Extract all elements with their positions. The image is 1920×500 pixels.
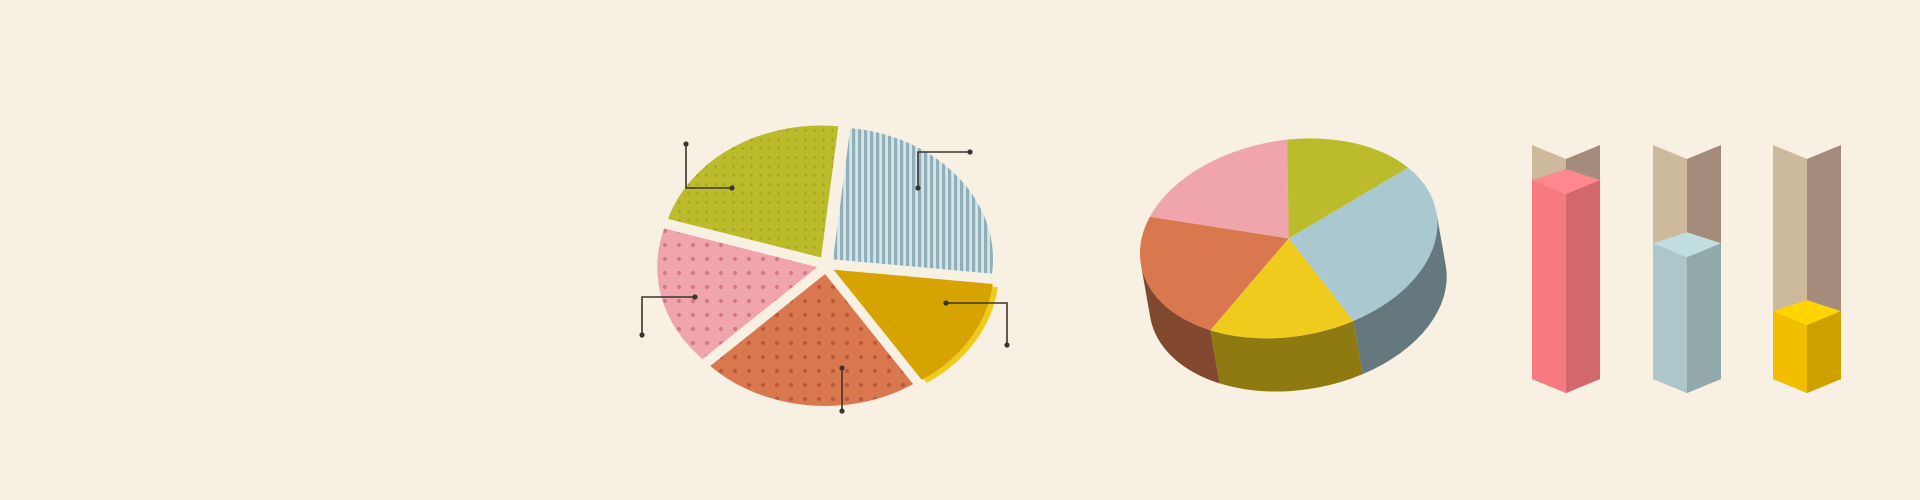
column-bar-front [1532, 180, 1566, 393]
leader-dot [943, 300, 949, 306]
leader-dot [639, 332, 645, 338]
pie-slice [1140, 216, 1289, 331]
leader-dot [915, 185, 921, 191]
leader-dot [1004, 342, 1010, 348]
pie-slice [833, 128, 994, 274]
pie-slice [1210, 238, 1354, 339]
pie-slice [657, 228, 818, 360]
pie-side [1210, 320, 1363, 392]
leader-dot [839, 408, 845, 414]
3d-pie-body [1140, 138, 1447, 392]
leader-line [917, 151, 970, 188]
pie-side [1353, 212, 1447, 375]
pie-slice [1149, 139, 1289, 239]
column-bar-top [1653, 232, 1721, 258]
3d-column-chart [1532, 145, 1841, 393]
column-bar-front [1773, 311, 1807, 393]
column-bar-side [1807, 311, 1841, 393]
leader-dot [692, 294, 698, 300]
3d-pie [1140, 138, 1447, 392]
pie-side [1140, 264, 1220, 384]
leader-line [946, 302, 1008, 345]
column-bar-top [1532, 169, 1600, 195]
leader-dot [683, 141, 689, 147]
pie-slice [668, 125, 839, 258]
leader-dot [729, 185, 735, 191]
pie-slice [1288, 167, 1438, 321]
leader-dot [839, 365, 845, 371]
pie-slice [710, 273, 914, 406]
column-bar-side [1687, 243, 1721, 393]
leader-line [685, 144, 732, 189]
leader-dot [967, 149, 973, 155]
pie-slice [1287, 138, 1409, 239]
leader-line [641, 296, 695, 335]
column-bar-front [1653, 243, 1687, 393]
column-bar-side [1566, 180, 1600, 393]
column-bar-top [1773, 300, 1841, 326]
exploded-patterned-pie [639, 125, 1010, 414]
pie-slice [833, 269, 993, 380]
